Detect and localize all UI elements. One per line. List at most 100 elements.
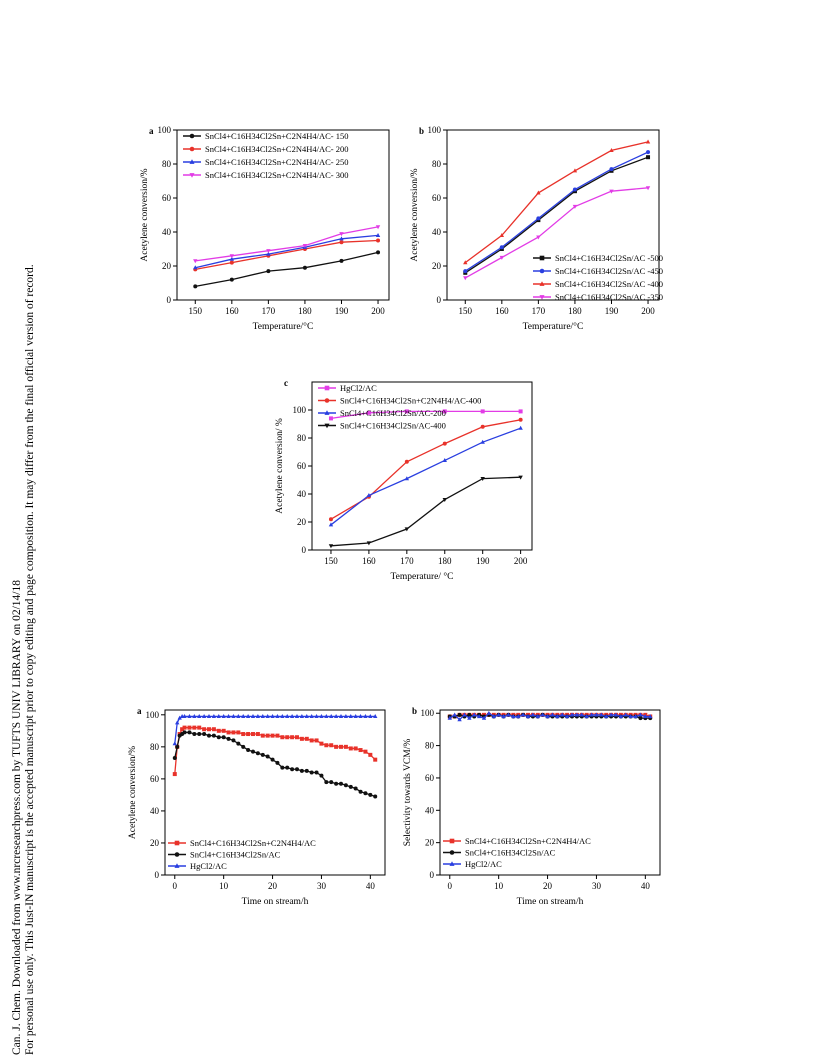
x-axis-label: Time on stream/h bbox=[242, 897, 309, 907]
data-point bbox=[609, 148, 614, 152]
series-line bbox=[464, 151, 649, 272]
y-tick-label: 60 bbox=[150, 774, 160, 784]
y-axis-label: Acetylene conversion/ % bbox=[275, 418, 285, 514]
data-point bbox=[518, 425, 523, 430]
legend-label: SnCl4+C16H34Cl2Sn+C2N4H4/AC- 200 bbox=[205, 144, 348, 154]
legend: SnCl4+C16H34Cl2Sn+C2N4H4/AC SnCl4+C16H34C… bbox=[168, 838, 316, 871]
data-point bbox=[299, 714, 305, 719]
data-point bbox=[193, 259, 198, 264]
data-point bbox=[338, 714, 344, 719]
data-point bbox=[260, 733, 265, 738]
data-point bbox=[584, 714, 589, 719]
data-point bbox=[314, 714, 319, 719]
data-point bbox=[260, 752, 265, 757]
data-point bbox=[334, 744, 339, 749]
data-point bbox=[251, 749, 255, 754]
data-point bbox=[645, 139, 651, 144]
data-point bbox=[255, 714, 261, 719]
y-tick-label: 20 bbox=[297, 517, 307, 527]
y-tick-label: 40 bbox=[150, 806, 160, 816]
data-point bbox=[172, 756, 177, 761]
legend-label: SnCl4+C16H34Cl2Sn+C2N4H4/AC-400 bbox=[340, 396, 481, 406]
data-point bbox=[589, 712, 594, 717]
y-tick-label: 20 bbox=[162, 261, 172, 271]
x-tick-label: 150 bbox=[459, 306, 473, 316]
data-point bbox=[480, 409, 485, 414]
legend-marker bbox=[174, 852, 180, 857]
series-line bbox=[195, 251, 379, 288]
data-point bbox=[304, 714, 309, 719]
data-point bbox=[175, 720, 180, 725]
data-point bbox=[172, 772, 177, 777]
legend-label: HgCl2/AC bbox=[465, 859, 502, 869]
data-point bbox=[373, 794, 378, 799]
data-point bbox=[270, 733, 275, 738]
series-3 bbox=[447, 710, 653, 722]
data-point bbox=[280, 765, 285, 770]
data-point bbox=[246, 748, 251, 753]
data-point bbox=[206, 714, 212, 719]
data-point bbox=[295, 735, 299, 740]
data-point bbox=[304, 736, 309, 741]
data-point bbox=[339, 744, 343, 749]
data-point bbox=[266, 249, 271, 254]
data-point bbox=[638, 712, 643, 717]
data-point bbox=[221, 735, 226, 740]
y-tick-label: 40 bbox=[432, 227, 442, 237]
data-point bbox=[339, 240, 344, 245]
x-tick-label: 190 bbox=[605, 306, 619, 316]
data-point bbox=[366, 410, 371, 415]
series-3 bbox=[193, 233, 381, 270]
data-point bbox=[491, 714, 496, 719]
data-point bbox=[467, 712, 472, 717]
data-point bbox=[564, 714, 570, 719]
y-tick-label: 0 bbox=[302, 545, 307, 555]
data-point bbox=[329, 780, 334, 785]
data-point bbox=[618, 714, 624, 719]
y-tick-label: 60 bbox=[297, 461, 307, 471]
x-tick-label: 150 bbox=[324, 556, 338, 566]
data-point bbox=[328, 522, 334, 527]
legend-marker bbox=[449, 850, 455, 855]
data-point bbox=[358, 714, 363, 719]
data-point bbox=[499, 255, 505, 260]
y-tick-label: 100 bbox=[293, 405, 307, 415]
data-point bbox=[467, 715, 472, 720]
y-tick-label: 20 bbox=[432, 261, 442, 271]
data-point bbox=[496, 712, 501, 717]
data-point bbox=[229, 254, 235, 259]
data-point bbox=[530, 712, 536, 717]
data-point bbox=[294, 714, 300, 719]
data-point bbox=[343, 714, 349, 719]
data-point bbox=[270, 757, 275, 762]
data-point bbox=[404, 459, 409, 464]
data-point bbox=[442, 409, 447, 414]
data-point bbox=[375, 233, 381, 237]
plot-frame bbox=[439, 709, 661, 876]
data-point bbox=[229, 277, 234, 282]
y-tick-label: 0 bbox=[430, 870, 435, 880]
data-point bbox=[275, 760, 280, 765]
x-tick-label: 170 bbox=[400, 556, 414, 566]
data-point bbox=[363, 749, 368, 754]
y-tick-label: 60 bbox=[162, 193, 172, 203]
data-point bbox=[628, 714, 633, 719]
series-line bbox=[464, 141, 649, 264]
x-tick-label: 0 bbox=[173, 881, 178, 891]
series-line bbox=[330, 410, 521, 420]
data-point bbox=[309, 714, 314, 719]
data-point bbox=[216, 728, 221, 733]
data-point bbox=[314, 770, 319, 775]
y-tick-label: 0 bbox=[155, 870, 160, 880]
data-point bbox=[329, 743, 334, 748]
y-tick-label: 40 bbox=[162, 227, 172, 237]
data-point bbox=[353, 714, 358, 719]
data-point bbox=[572, 187, 577, 192]
y-tick-label: 80 bbox=[150, 742, 160, 752]
series-line bbox=[330, 427, 521, 526]
data-point bbox=[545, 714, 550, 719]
y-tick-label: 20 bbox=[150, 838, 160, 848]
data-point bbox=[353, 786, 358, 791]
data-point bbox=[462, 712, 467, 717]
series-3 bbox=[328, 425, 523, 527]
